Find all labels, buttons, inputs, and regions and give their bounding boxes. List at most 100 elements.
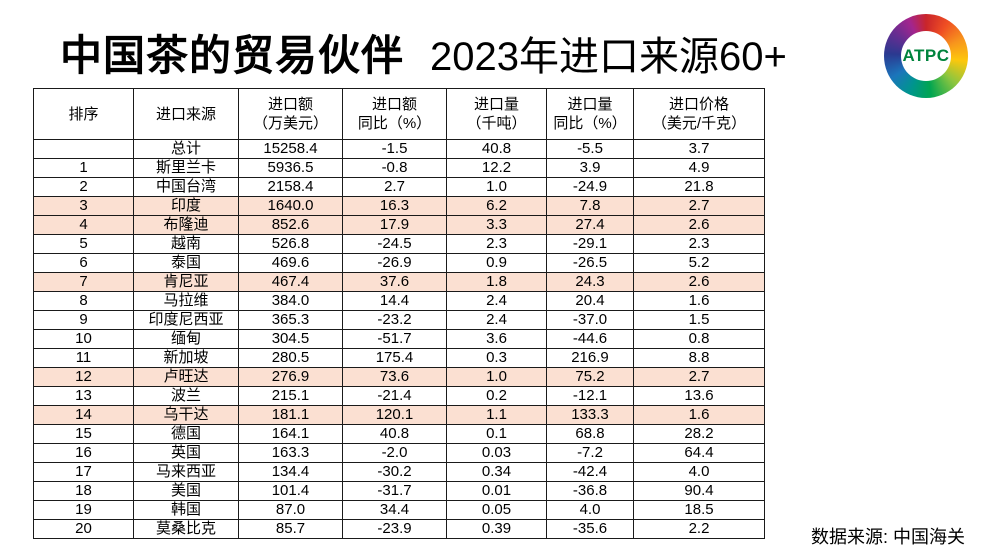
column-header-price: 进口价格 （美元/千克） xyxy=(633,88,765,140)
table-row: 3 印度 1640.0 16.3 6.2 7.8 2.7 xyxy=(33,196,765,216)
table-cell-rank: 7 xyxy=(33,272,134,292)
atpc-logo-text: ATPC xyxy=(902,46,950,65)
table-cell-volume_yoy: 20.4 xyxy=(546,291,634,311)
table-cell-volume: 0.03 xyxy=(446,443,547,463)
table-cell-value_yoy: -21.4 xyxy=(342,386,447,406)
table-cell-value: 304.5 xyxy=(238,329,343,349)
page-title: 中国茶的贸易伙伴 xyxy=(60,32,405,79)
table-cell-rank: 6 xyxy=(33,253,134,273)
table-cell-price: 90.4 xyxy=(633,481,765,501)
table-cell-volume: 0.1 xyxy=(446,424,547,444)
table-cell-value_yoy: 17.9 xyxy=(342,215,447,235)
table-header-row: 排序 进口来源 进口额 （万美元） 进口额 同比（%） 进口量 （千吨） 进口量 同比（%） 进口价… xyxy=(33,88,765,140)
table-cell-price: 2.2 xyxy=(633,519,765,539)
table-cell-value: 85.7 xyxy=(238,519,343,539)
table-cell-price: 2.6 xyxy=(633,215,765,235)
table-row: 19 韩国 87.0 34.4 0.05 4.0 18.5 xyxy=(33,500,765,520)
table-cell-value: 280.5 xyxy=(238,348,343,368)
table-cell-value: 852.6 xyxy=(238,215,343,235)
table-row: 12 卢旺达 276.9 73.6 1.0 75.2 2.7 xyxy=(33,367,765,387)
table-cell-price: 21.8 xyxy=(633,177,765,197)
table-cell-volume_yoy: 7.8 xyxy=(546,196,634,216)
table-cell-value_yoy: 16.3 xyxy=(342,196,447,216)
table-cell-rank: 5 xyxy=(33,234,134,254)
table-row: 18 美国 101.4 -31.7 0.01 -36.8 90.4 xyxy=(33,481,765,501)
table-cell-value_yoy: -24.5 xyxy=(342,234,447,254)
table-cell-source: 卢旺达 xyxy=(133,367,239,387)
table-cell-source: 德国 xyxy=(133,424,239,444)
table-cell-volume: 3.6 xyxy=(446,329,547,349)
table-cell-source: 印度尼西亚 xyxy=(133,310,239,330)
table-cell-source: 美国 xyxy=(133,481,239,501)
table-cell-source: 波兰 xyxy=(133,386,239,406)
table-cell-source: 缅甸 xyxy=(133,329,239,349)
table-cell-source: 泰国 xyxy=(133,253,239,273)
table-cell-rank: 9 xyxy=(33,310,134,330)
table-cell-value: 5936.5 xyxy=(238,158,343,178)
table-cell-value: 2158.4 xyxy=(238,177,343,197)
table-cell-price: 2.7 xyxy=(633,367,765,387)
table-cell-price: 4.0 xyxy=(633,462,765,482)
table-row: 1 斯里兰卡 5936.5 -0.8 12.2 3.9 4.9 xyxy=(33,158,765,178)
table-cell-source: 乌干达 xyxy=(133,405,239,425)
table-cell-volume_yoy: -37.0 xyxy=(546,310,634,330)
table-cell-price: 5.2 xyxy=(633,253,765,273)
table-cell-source: 莫桑比克 xyxy=(133,519,239,539)
table-cell-volume_yoy: -26.5 xyxy=(546,253,634,273)
table-cell-volume_yoy: -35.6 xyxy=(546,519,634,539)
table-cell-rank: 3 xyxy=(33,196,134,216)
table-cell-source: 马拉维 xyxy=(133,291,239,311)
table-cell-value_yoy: -23.2 xyxy=(342,310,447,330)
table-row: 4 布隆迪 852.6 17.9 3.3 27.4 2.6 xyxy=(33,215,765,235)
table-cell-value_yoy: 37.6 xyxy=(342,272,447,292)
table-cell-volume: 40.8 xyxy=(446,139,547,159)
table-row: 15 德国 164.1 40.8 0.1 68.8 28.2 xyxy=(33,424,765,444)
table-cell-volume: 0.39 xyxy=(446,519,547,539)
table-cell-value_yoy: 14.4 xyxy=(342,291,447,311)
table-cell-value: 384.0 xyxy=(238,291,343,311)
table-cell-rank: 13 xyxy=(33,386,134,406)
table-cell-volume_yoy: 133.3 xyxy=(546,405,634,425)
table-cell-rank: 8 xyxy=(33,291,134,311)
table-cell-value: 467.4 xyxy=(238,272,343,292)
table-cell-volume: 12.2 xyxy=(446,158,547,178)
table-cell-value: 101.4 xyxy=(238,481,343,501)
table-cell-volume_yoy: 68.8 xyxy=(546,424,634,444)
table-cell-volume: 3.3 xyxy=(446,215,547,235)
table-cell-source: 布隆迪 xyxy=(133,215,239,235)
table-cell-source: 印度 xyxy=(133,196,239,216)
table-cell-source: 中国台湾 xyxy=(133,177,239,197)
table-cell-value: 526.8 xyxy=(238,234,343,254)
table-cell-price: 13.6 xyxy=(633,386,765,406)
table-cell-source: 马来西亚 xyxy=(133,462,239,482)
table-cell-volume_yoy: -24.9 xyxy=(546,177,634,197)
table-body: 总计 15258.4 -1.5 40.8 -5.5 3.7 1 斯里兰卡 5936.5 -0.8 1… xyxy=(33,139,765,539)
table-cell-volume: 0.9 xyxy=(446,253,547,273)
table-cell-value: 365.3 xyxy=(238,310,343,330)
table-cell-source: 肯尼亚 xyxy=(133,272,239,292)
table-cell-volume_yoy: 4.0 xyxy=(546,500,634,520)
table-cell-volume_yoy: -12.1 xyxy=(546,386,634,406)
table-cell-price: 1.5 xyxy=(633,310,765,330)
table-cell-rank xyxy=(33,139,134,159)
table-cell-volume: 1.0 xyxy=(446,177,547,197)
table-cell-value_yoy: -51.7 xyxy=(342,329,447,349)
table-cell-price: 1.6 xyxy=(633,405,765,425)
table-cell-price: 4.9 xyxy=(633,158,765,178)
table-cell-rank: 11 xyxy=(33,348,134,368)
table-cell-value_yoy: -0.8 xyxy=(342,158,447,178)
table-cell-source: 越南 xyxy=(133,234,239,254)
table-cell-volume: 2.4 xyxy=(446,310,547,330)
table-cell-rank: 14 xyxy=(33,405,134,425)
data-source-note: 数据来源: 中国海关 xyxy=(810,527,965,547)
table-row: 11 新加坡 280.5 175.4 0.3 216.9 8.8 xyxy=(33,348,765,368)
column-header-value: 进口额 （万美元） xyxy=(238,88,343,140)
table-cell-price: 8.8 xyxy=(633,348,765,368)
table-cell-price: 1.6 xyxy=(633,291,765,311)
table-cell-volume_yoy: -36.8 xyxy=(546,481,634,501)
table-cell-value_yoy: 120.1 xyxy=(342,405,447,425)
table-cell-volume: 1.0 xyxy=(446,367,547,387)
column-header-rank: 排序 xyxy=(33,88,134,140)
atpc-logo: ATPC xyxy=(884,14,968,98)
